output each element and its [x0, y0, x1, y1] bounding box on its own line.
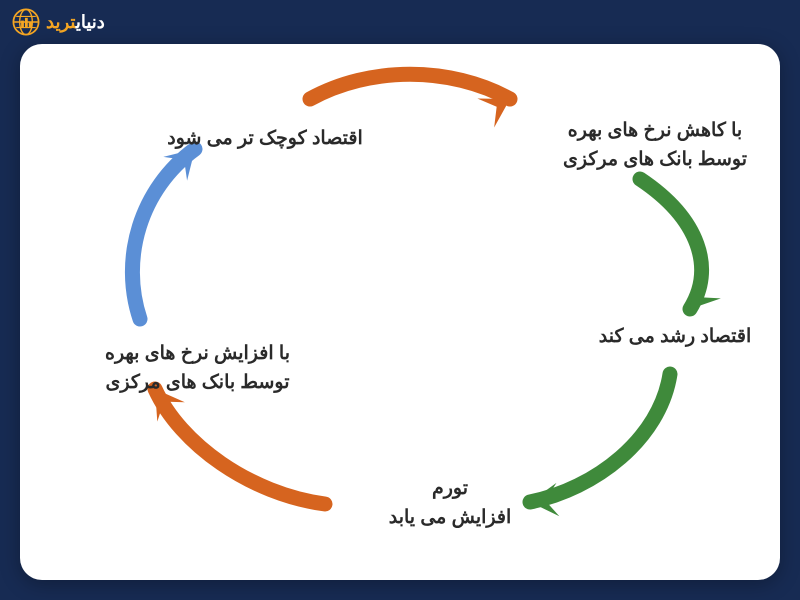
- cycle-node-n3: تورم افزایش می یابد: [350, 474, 550, 533]
- cycle-diagram: با کاهش نرخ های بهره توسط بانک های مرکزی…: [20, 44, 780, 580]
- cycle-node-n5: اقتصاد کوچک تر می شود: [135, 124, 395, 153]
- cycle-node-n2: اقتصاد رشد می کند: [570, 322, 780, 351]
- arrow-n4-n5: [132, 137, 206, 324]
- diagram-card: با کاهش نرخ های بهره توسط بانک های مرکزی…: [20, 44, 780, 580]
- cycle-node-n4: با افزایش نرخ های بهره توسط بانک های مرک…: [80, 339, 315, 398]
- globe-icon: [12, 8, 40, 36]
- arrow-n1-n2: [635, 174, 721, 320]
- brand-logo: دنیایترید: [12, 8, 105, 36]
- cycle-node-n1: با کاهش نرخ های بهره توسط بانک های مرکزی: [540, 116, 770, 175]
- arrow-n2-n3: [529, 369, 676, 519]
- arrow-n3-n4: [141, 379, 330, 509]
- brand-name-part2: ترید: [46, 12, 76, 32]
- arrow-n5-n1: [305, 74, 519, 127]
- brand-name: دنیایترید: [46, 12, 105, 33]
- brand-name-part1: دنیای: [76, 12, 105, 32]
